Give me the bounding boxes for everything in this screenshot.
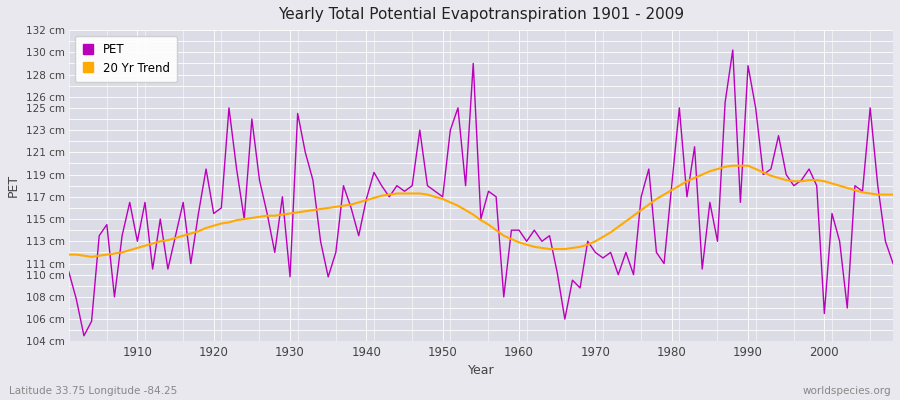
Legend: PET, 20 Yr Trend: PET, 20 Yr Trend — [75, 36, 177, 82]
Text: worldspecies.org: worldspecies.org — [803, 386, 891, 396]
Title: Yearly Total Potential Evapotranspiration 1901 - 2009: Yearly Total Potential Evapotranspiratio… — [278, 7, 684, 22]
X-axis label: Year: Year — [467, 364, 494, 377]
Text: Latitude 33.75 Longitude -84.25: Latitude 33.75 Longitude -84.25 — [9, 386, 177, 396]
Y-axis label: PET: PET — [7, 174, 20, 197]
